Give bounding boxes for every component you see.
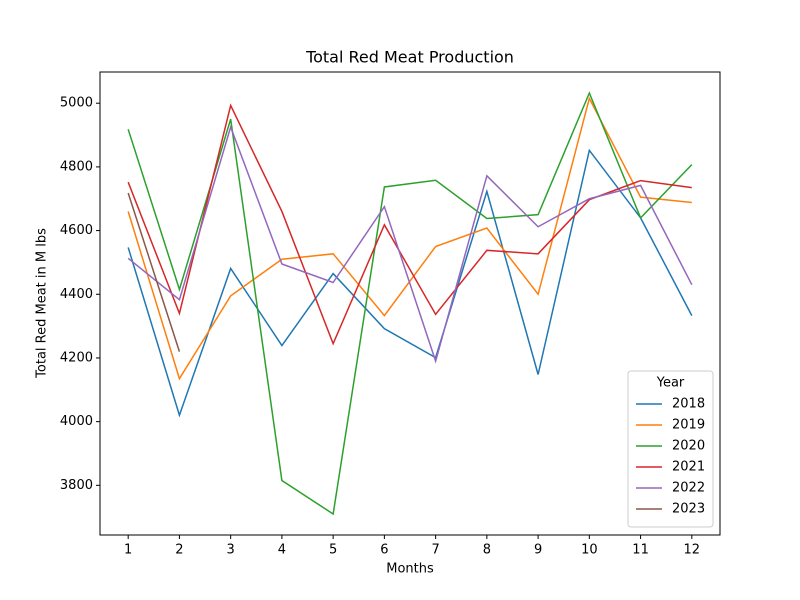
legend-label: 2020 [672,439,705,454]
x-tick-label: 3 [227,543,235,558]
x-axis-label: Months [386,562,434,577]
legend-label: 2018 [672,397,705,412]
legend-label: 2023 [672,502,705,517]
x-tick-label: 11 [632,543,649,558]
x-tick-label: 12 [684,543,701,558]
y-tick-label: 4800 [60,159,93,174]
y-tick-label: 4400 [60,287,93,302]
series-line [127,91,693,516]
chart-title: Total Red Meat Production [305,48,514,67]
legend-label: 2021 [672,460,705,475]
y-axis-label: Total Red Meat in M lbs [35,228,50,379]
legend-title: Year [656,376,685,391]
y-tick-label: 5000 [60,96,93,111]
series-line [127,148,693,418]
x-tick-label: 9 [534,543,542,558]
y-tick-label: 4200 [60,350,93,365]
series-line [127,124,693,364]
legend-label: 2022 [672,481,705,496]
x-tick-label: 2 [175,543,183,558]
plot-frame [99,71,721,536]
x-tick-label: 5 [329,543,337,558]
x-tick-label: 10 [581,543,598,558]
series-line [127,192,181,352]
x-tick-label: 4 [278,543,286,558]
x-tick-label: 8 [483,543,491,558]
y-tick-label: 3800 [60,478,93,493]
x-tick-label: 6 [380,543,388,558]
y-tick-label: 4600 [60,223,93,238]
y-tick-label: 4000 [60,414,93,429]
x-tick-label: 1 [124,543,132,558]
x-tick-label: 7 [431,543,439,558]
legend-label: 2019 [672,418,705,433]
